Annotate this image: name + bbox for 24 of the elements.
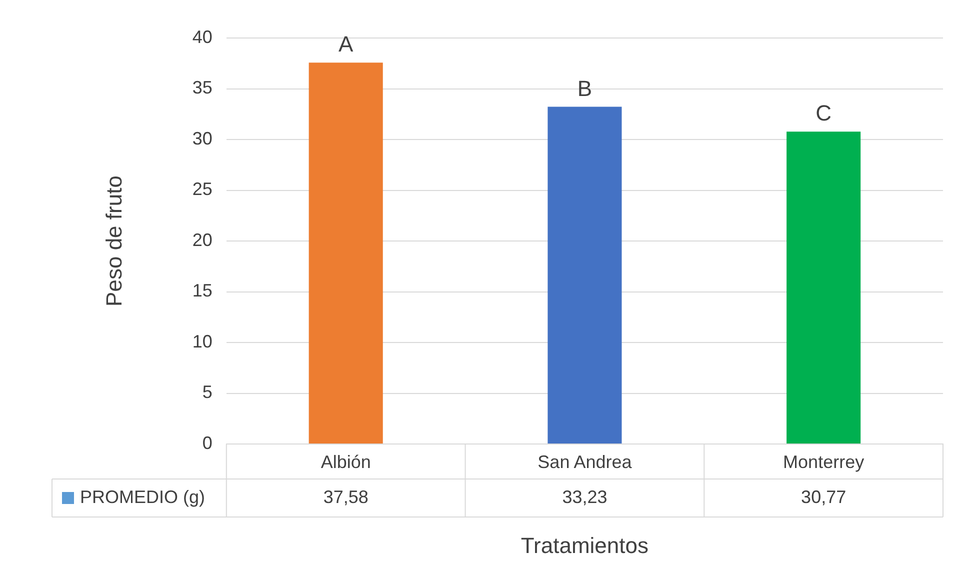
y-tick-label: 15 [192, 280, 212, 301]
x-axis-title: Tratamientos [520, 532, 648, 558]
y-tick-label: 40 [192, 26, 212, 47]
y-tick-label: 20 [192, 230, 212, 250]
y-tick-label: 10 [192, 331, 212, 352]
y-axis-title: Peso de fruto [101, 176, 126, 306]
y-tick-label: 30 [192, 128, 212, 148]
data-label: 33,23 [562, 486, 608, 507]
data-label: 30,77 [801, 486, 846, 507]
x-tick-label: San Andrea [538, 452, 633, 472]
y-tick-label: 25 [192, 179, 212, 200]
x-tick-label: Monterrey [783, 452, 864, 472]
annotation: A [338, 32, 354, 57]
y-tick-label: 5 [202, 382, 212, 402]
bar [308, 62, 383, 444]
y-tick-label: 0 [202, 432, 212, 453]
x-tick-label: Albión [320, 452, 371, 472]
bar [786, 132, 861, 444]
annotation: C [816, 100, 832, 126]
annotation: B [577, 76, 592, 101]
y-tick-label: 35 [192, 78, 212, 98]
text: PROMEDIO (g) [80, 486, 206, 507]
data-label: 37,58 [323, 486, 368, 507]
bar [548, 106, 622, 444]
